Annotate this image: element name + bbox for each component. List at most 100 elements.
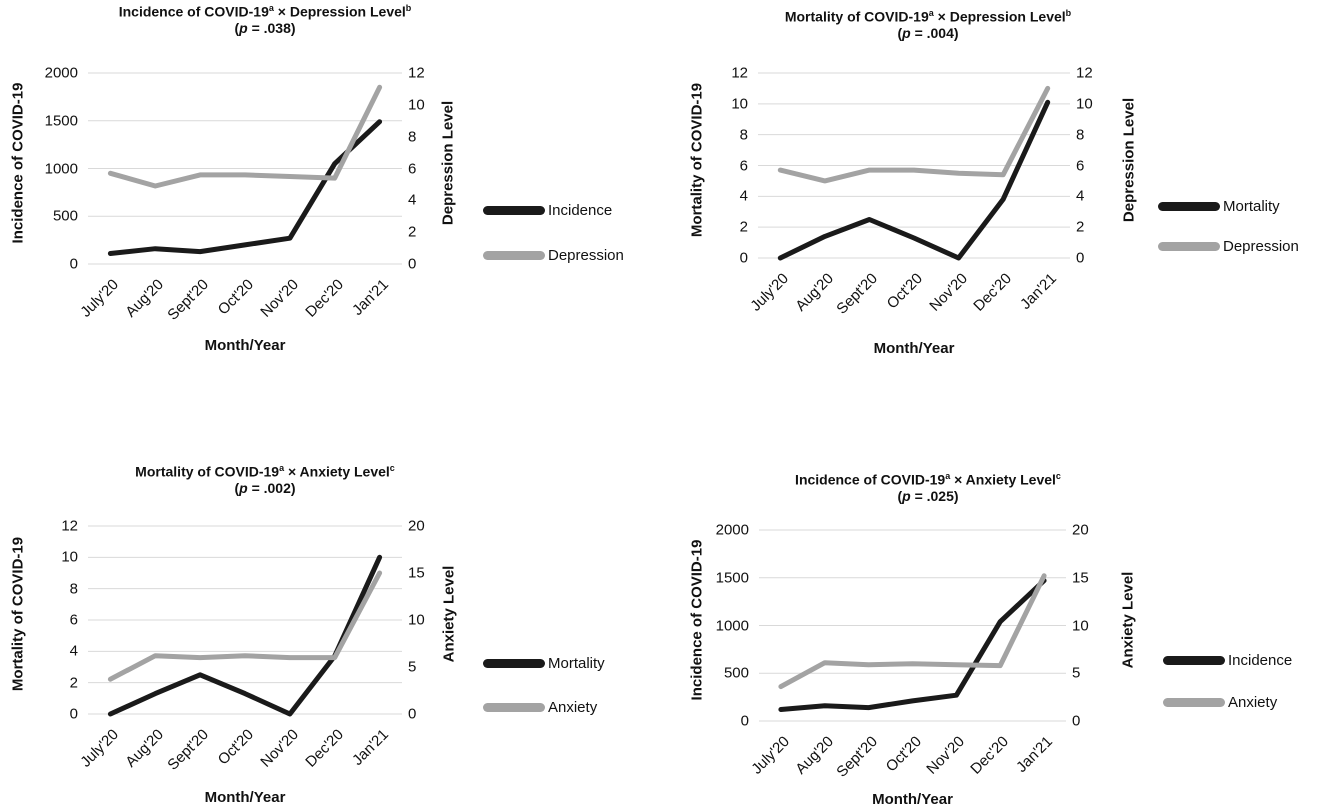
title-superscript: b [405, 3, 412, 13]
y2-tick-label: 20 [1072, 521, 1089, 539]
series-line-incidence [107, 119, 383, 256]
y2-tick-label: 10 [1076, 95, 1093, 113]
legend-swatch [1158, 202, 1220, 211]
legend-item: Depression [483, 247, 624, 264]
y-axis-label: Mortality of COVID-19 [9, 536, 27, 692]
x-axis-label: Month/Year [872, 791, 953, 808]
y-tick-label: 0 [740, 712, 749, 730]
x-axis-label: Month/Year [204, 337, 286, 354]
p-value-symbol: p [239, 20, 248, 36]
legend-item: Incidence [483, 202, 612, 219]
x-axis-label: Month/Year [204, 789, 286, 806]
title-superscript: a [928, 8, 934, 18]
y2-tick-label: 10 [408, 96, 425, 114]
y-tick-label: 2000 [715, 521, 749, 539]
y-tick-label: 2 [69, 674, 78, 692]
chart-incidence-anxiety: Incidence of COVID-19a × Anxiety Levelc(… [661, 406, 1322, 812]
legend-swatch [483, 703, 545, 712]
y-tick-label: 500 [723, 664, 749, 682]
y-tick-label: 12 [731, 64, 748, 82]
p-value: (p = .002) [234, 480, 295, 496]
legend-label: Anxiety [548, 699, 598, 716]
y-tick-label: 8 [739, 126, 748, 144]
y-tick-label: 4 [69, 642, 78, 660]
p-value-symbol: p [902, 488, 911, 504]
y-tick-label: 6 [69, 611, 78, 629]
p-value-text: = .025) [910, 488, 959, 504]
legend-swatch [1158, 242, 1220, 251]
legend-item: Mortality [1158, 198, 1280, 215]
y2-tick-label: 10 [1072, 617, 1089, 634]
y-tick-label: 1000 [715, 617, 749, 634]
y2-tick-label: 8 [408, 128, 417, 146]
plot-area [88, 72, 402, 265]
y2-axis-label: Anxiety Level [1119, 571, 1137, 668]
p-value-text: ( [234, 20, 240, 36]
p-value-text: ( [897, 25, 903, 41]
y2-tick-label: 0 [1072, 712, 1081, 730]
y2-tick-label: 0 [1076, 249, 1085, 267]
legend-label: Mortality [548, 655, 605, 672]
legend-label: Incidence [1228, 652, 1293, 669]
y2-tick-label: 2 [408, 223, 417, 241]
legend-label: Anxiety [1228, 694, 1278, 711]
y-tick-label: 0 [739, 249, 748, 267]
p-value-text: = .002) [247, 480, 296, 496]
y2-tick-label: 5 [1072, 664, 1081, 682]
y-tick-label: 500 [52, 207, 78, 225]
p-value-symbol: p [902, 25, 911, 41]
y-axis-label: Mortality of COVID-19 [688, 82, 706, 237]
y2-tick-label: 4 [408, 191, 417, 209]
y2-axis-label: Depression Level [439, 100, 457, 225]
y2-tick-label: 0 [408, 705, 417, 723]
p-value-text: ( [897, 488, 903, 504]
y2-tick-label: 8 [1076, 126, 1085, 144]
legend-swatch [483, 659, 545, 668]
y2-axis-label: Depression Level [1120, 97, 1138, 222]
legend-item: Mortality [483, 655, 605, 672]
legend-item: Incidence [1163, 652, 1292, 669]
title-text: × Depression Level [933, 8, 1066, 25]
y2-tick-label: 5 [408, 658, 417, 676]
p-value: (p = .004) [897, 25, 958, 41]
p-value: (p = .038) [234, 20, 295, 36]
y-axis-label: Incidence of COVID-19 [688, 539, 706, 700]
y-tick-label: 2 [739, 218, 748, 236]
y2-tick-label: 15 [408, 564, 425, 582]
y-tick-label: 2000 [44, 64, 78, 82]
y-tick-label: 6 [739, 157, 748, 174]
y-tick-label: 8 [69, 580, 78, 598]
title-superscript: a [945, 471, 951, 481]
title-superscript: c [1055, 471, 1061, 481]
legend-label: Mortality [1223, 198, 1280, 215]
y-tick-label: 0 [69, 255, 78, 273]
legend-item: Anxiety [483, 699, 597, 716]
y-tick-label: 10 [61, 548, 78, 566]
legend-swatch [483, 206, 545, 215]
y2-tick-label: 10 [408, 611, 425, 629]
y-axis-label: Incidence of COVID-19 [9, 82, 27, 243]
title-superscript: a [279, 463, 285, 473]
series-line-anxiety [778, 573, 1047, 690]
title-text: Incidence of COVID-19 [118, 3, 269, 20]
chart-title: Mortality of COVID-19a × Depression Leve… [785, 8, 1071, 25]
y2-tick-label: 0 [408, 255, 417, 273]
y-tick-label: 10 [731, 95, 748, 113]
y2-tick-label: 6 [1076, 157, 1085, 174]
series-line-mortality [107, 554, 383, 717]
y2-tick-label: 4 [1076, 187, 1085, 205]
plot-area [88, 525, 402, 717]
x-axis-label: Month/Year [873, 340, 955, 357]
y-tick-label: 1000 [44, 160, 78, 177]
y2-axis-label: Anxiety Level [440, 565, 458, 663]
legend-label: Depression [548, 247, 624, 264]
title-superscript: a [268, 3, 274, 13]
y2-tick-label: 12 [1076, 64, 1093, 82]
chart-title: Incidence of COVID-19a × Anxiety Levelc [795, 471, 1061, 488]
title-text: Mortality of COVID-19 [135, 463, 280, 480]
legend-swatch [1163, 656, 1225, 665]
y-tick-label: 1500 [715, 569, 749, 587]
y2-tick-label: 2 [1076, 218, 1085, 236]
y2-tick-label: 20 [408, 517, 425, 535]
legend-label: Depression [1223, 238, 1299, 255]
